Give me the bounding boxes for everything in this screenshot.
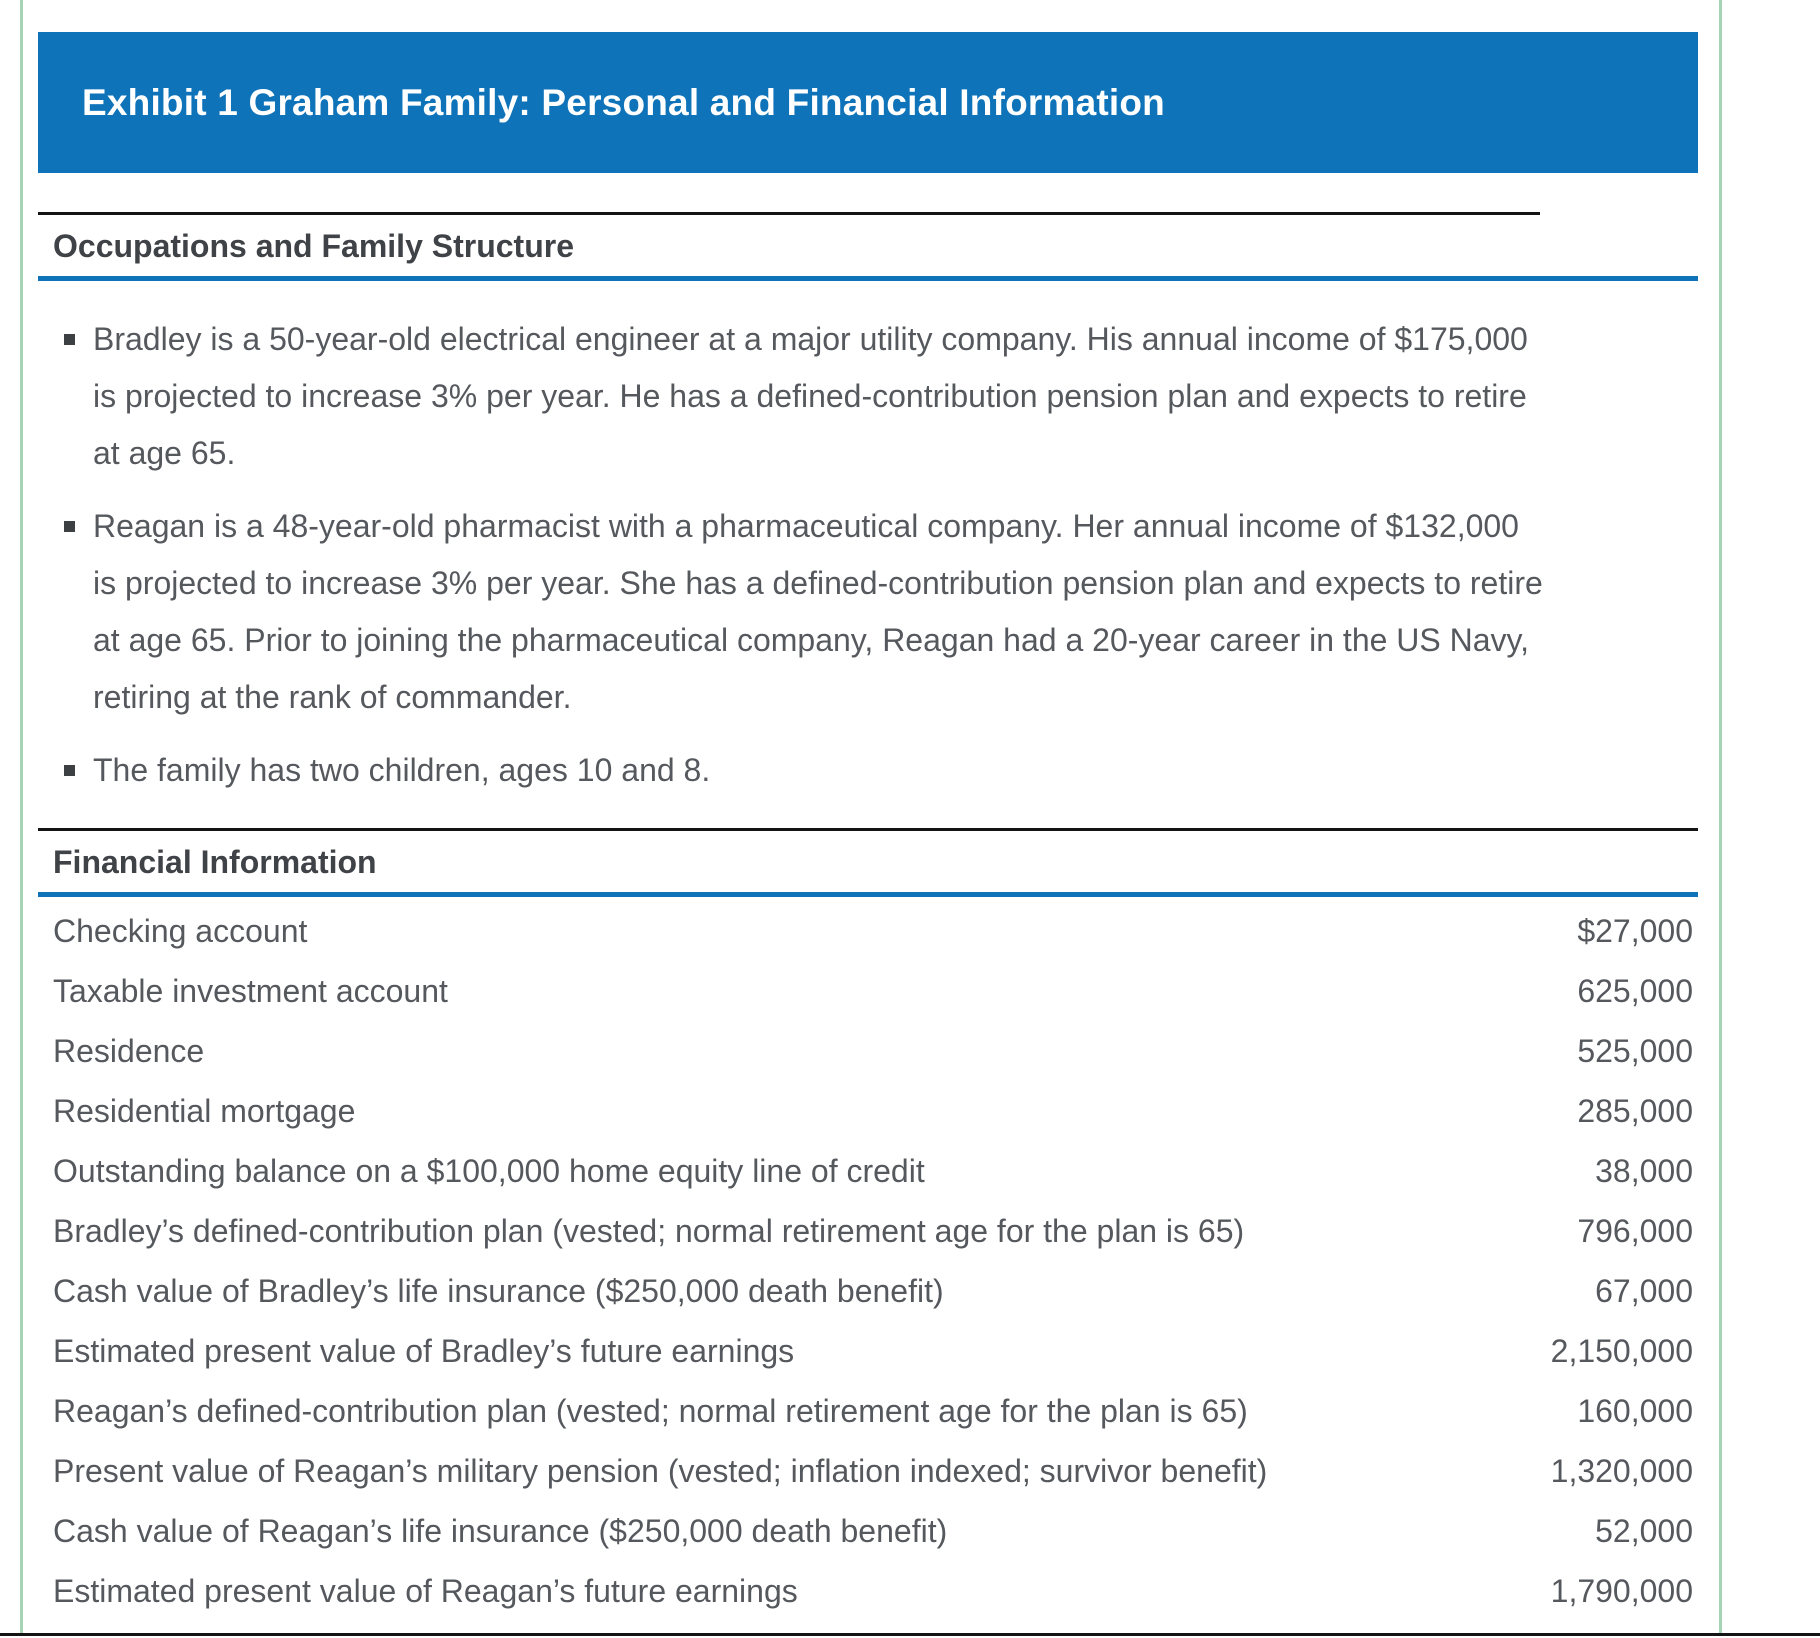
row-label: Residential mortgage bbox=[53, 1092, 356, 1129]
table-row: Estimated present value of Reagan’s futu… bbox=[38, 1561, 1698, 1621]
right-border-line bbox=[1719, 0, 1722, 1633]
row-value: $27,000 bbox=[1577, 912, 1693, 949]
row-value: 525,000 bbox=[1577, 1032, 1693, 1069]
table-row: Taxable investment account 625,000 bbox=[38, 961, 1698, 1021]
row-value: 2,150,000 bbox=[1550, 1332, 1693, 1369]
square-bullet-icon bbox=[64, 334, 75, 345]
financial-heading-underline bbox=[38, 892, 1698, 897]
bullet-text: Bradley is a 50-year-old electrical engi… bbox=[93, 321, 1528, 471]
row-label: Cash value of Bradley’s life insurance (… bbox=[53, 1272, 944, 1309]
row-label: Reagan’s defined-contribution plan (vest… bbox=[53, 1392, 1248, 1429]
row-value: 1,320,000 bbox=[1550, 1452, 1693, 1489]
bullet-text: Reagan is a 48-year-old pharmacist with … bbox=[93, 508, 1543, 715]
row-label: Bradley’s defined-contribution plan (ves… bbox=[53, 1212, 1245, 1249]
table-row: Residence 525,000 bbox=[38, 1021, 1698, 1081]
row-label: Present value of Reagan’s military pensi… bbox=[53, 1452, 1268, 1489]
bullet-text: The family has two children, ages 10 and… bbox=[93, 752, 711, 788]
row-value: 285,000 bbox=[1577, 1092, 1693, 1129]
bullet-item-reagan: Reagan is a 48-year-old pharmacist with … bbox=[53, 498, 1548, 726]
occupations-heading-underline bbox=[38, 276, 1698, 281]
table-row: Present value of Reagan’s military pensi… bbox=[38, 1441, 1698, 1501]
row-value: 796,000 bbox=[1577, 1212, 1693, 1249]
occupations-top-rule bbox=[38, 212, 1540, 215]
financial-top-rule bbox=[38, 828, 1698, 831]
row-value: 38,000 bbox=[1595, 1152, 1693, 1189]
bottom-border-line bbox=[0, 1633, 1820, 1636]
financial-heading: Financial Information bbox=[53, 844, 377, 880]
exhibit-header-banner: Exhibit 1 Graham Family: Personal and Fi… bbox=[38, 32, 1698, 173]
square-bullet-icon bbox=[64, 765, 75, 776]
row-label: Taxable investment account bbox=[53, 972, 448, 1009]
row-value: 52,000 bbox=[1595, 1512, 1693, 1549]
row-value: 160,000 bbox=[1577, 1392, 1693, 1429]
table-row: Estimated present value of Bradley’s fut… bbox=[38, 1321, 1698, 1381]
left-border-line bbox=[20, 0, 23, 1633]
row-label: Outstanding balance on a $100,000 home e… bbox=[53, 1152, 925, 1189]
table-row: Reagan’s defined-contribution plan (vest… bbox=[38, 1381, 1698, 1441]
bullet-item-children: The family has two children, ages 10 and… bbox=[53, 742, 1548, 799]
table-row: Checking account $27,000 bbox=[38, 901, 1698, 961]
exhibit-title: Exhibit 1 Graham Family: Personal and Fi… bbox=[82, 81, 1165, 123]
occupations-section: Occupations and Family Structure Bradley… bbox=[38, 212, 1698, 799]
table-row: Cash value of Reagan’s life insurance ($… bbox=[38, 1501, 1698, 1561]
row-value: 67,000 bbox=[1595, 1272, 1693, 1309]
exhibit-content: Exhibit 1 Graham Family: Personal and Fi… bbox=[38, 32, 1698, 1621]
table-row: Cash value of Bradley’s life insurance (… bbox=[38, 1261, 1698, 1321]
table-row: Bradley’s defined-contribution plan (ves… bbox=[38, 1201, 1698, 1261]
row-label: Estimated present value of Bradley’s fut… bbox=[53, 1332, 795, 1369]
row-value: 1,790,000 bbox=[1550, 1572, 1693, 1609]
row-label: Cash value of Reagan’s life insurance ($… bbox=[53, 1512, 948, 1549]
financial-table: Checking account $27,000 Taxable investm… bbox=[38, 901, 1698, 1621]
financial-section: Financial Information Checking account $… bbox=[38, 828, 1698, 1621]
row-value: 625,000 bbox=[1577, 972, 1693, 1009]
square-bullet-icon bbox=[64, 521, 75, 532]
bullet-item-bradley: Bradley is a 50-year-old electrical engi… bbox=[53, 311, 1548, 482]
occupations-heading: Occupations and Family Structure bbox=[53, 228, 574, 264]
occupations-bullet-list: Bradley is a 50-year-old electrical engi… bbox=[53, 311, 1698, 799]
row-label: Residence bbox=[53, 1032, 205, 1069]
table-row: Residential mortgage 285,000 bbox=[38, 1081, 1698, 1141]
table-row: Outstanding balance on a $100,000 home e… bbox=[38, 1141, 1698, 1201]
row-label: Estimated present value of Reagan’s futu… bbox=[53, 1572, 798, 1609]
row-label: Checking account bbox=[53, 912, 308, 949]
